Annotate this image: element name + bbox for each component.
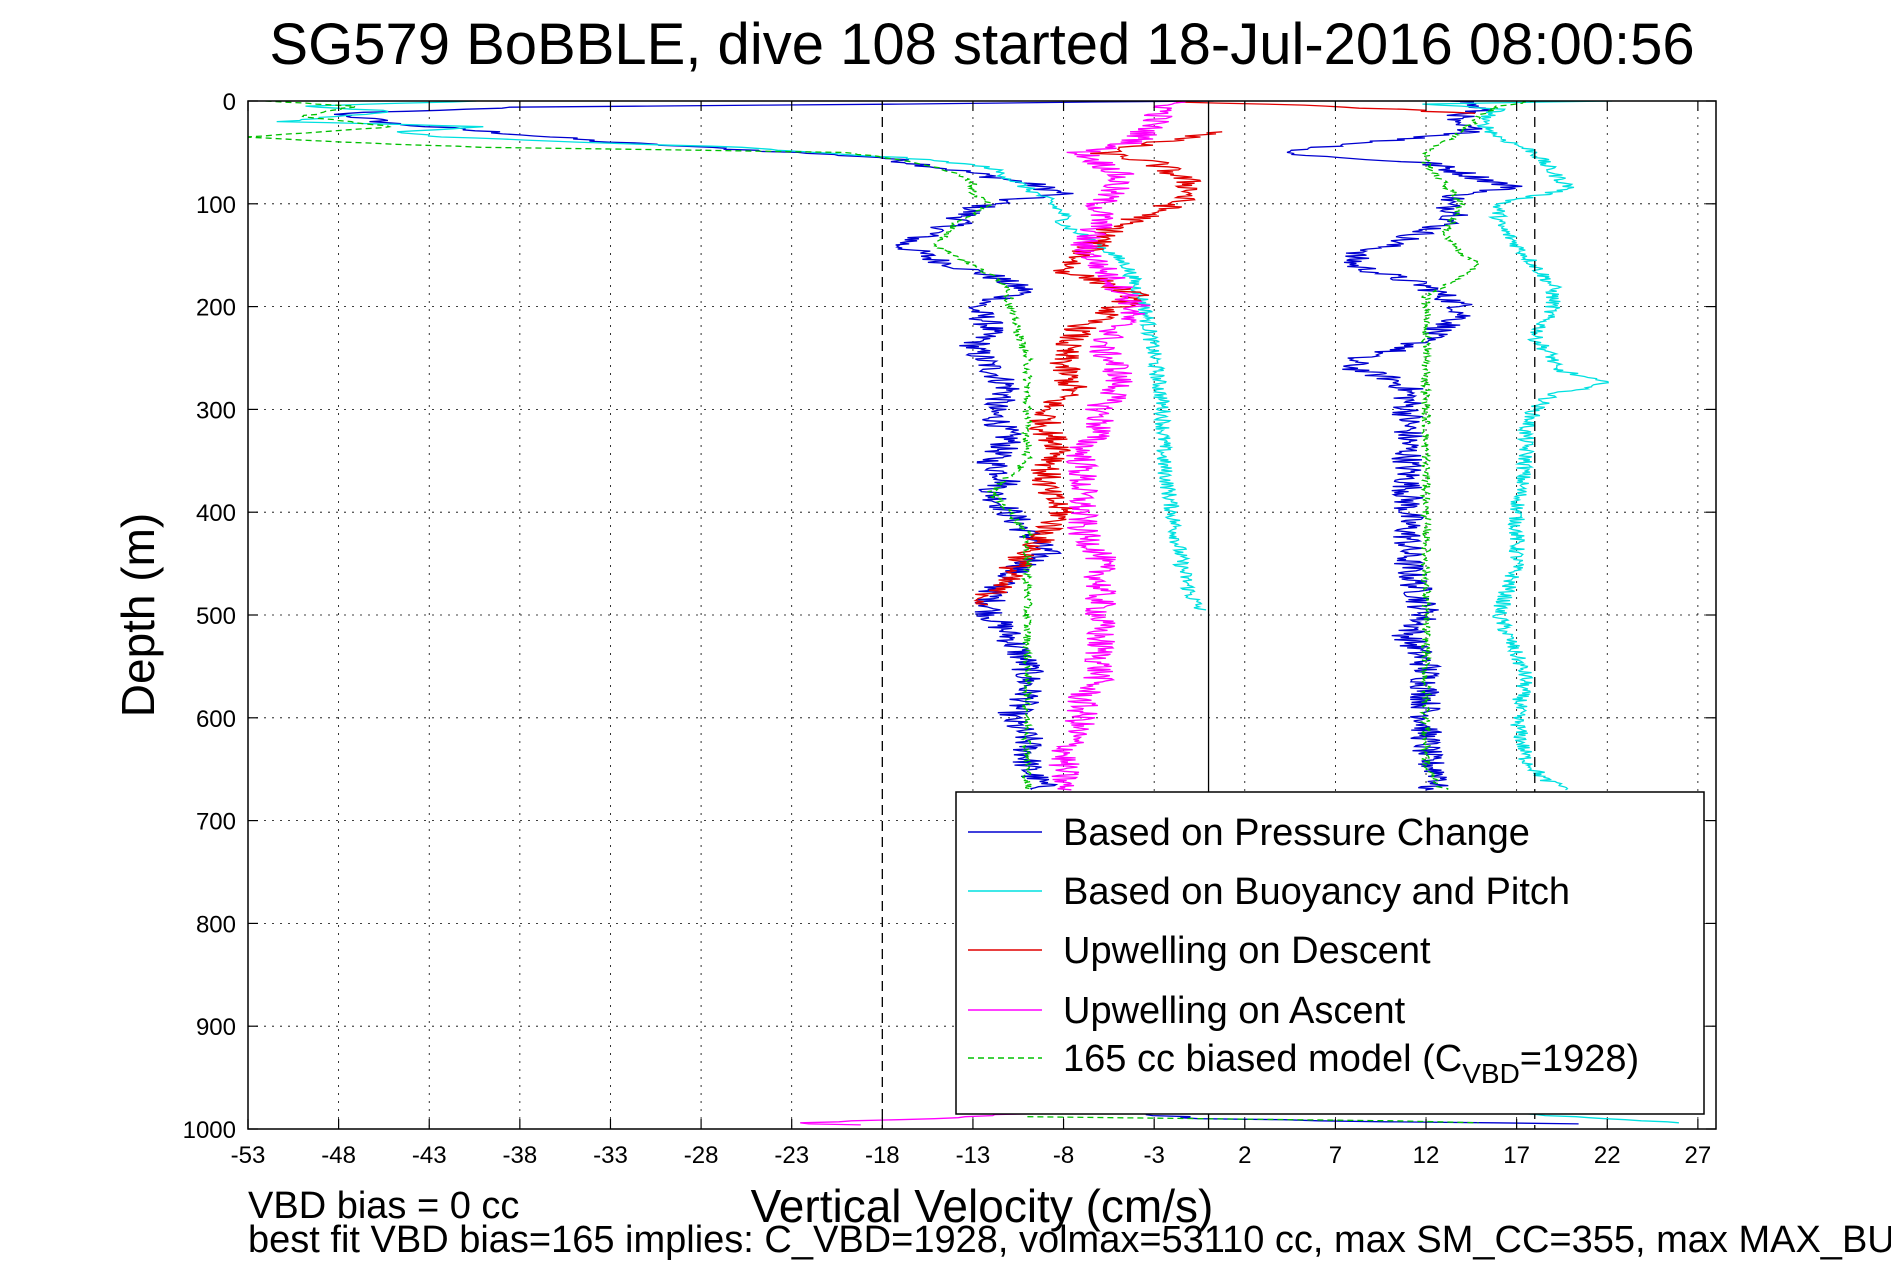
x-tick-label: -38 (503, 1142, 538, 1169)
x-tick-label: 22 (1594, 1142, 1621, 1169)
y-tick-label: 700 (196, 809, 236, 836)
legend-label-text: Upwelling on Descent (1063, 930, 1431, 972)
legend-label: Upwelling on Ascent (1063, 990, 1406, 1032)
series-line-2-1 (973, 131, 1223, 606)
x-tick-label: 7 (1329, 1142, 1342, 1169)
chart-title: SG579 BoBBLE, dive 108 started 18-Jul-20… (269, 12, 1694, 77)
legend-label-text: Based on Buoyancy and Pitch (1063, 871, 1570, 913)
series-line-0-0 (333, 101, 1214, 791)
legend-label-subscript: VBD (1462, 1058, 1520, 1089)
series-line-1-2 (1523, 1112, 1679, 1124)
y-tick-label: 800 (196, 911, 236, 938)
x-tick-label: -3 (1144, 1142, 1165, 1169)
y-tick-label: 100 (196, 192, 236, 219)
legend-label: 165 cc biased model (CVBD=1928) (1063, 1038, 1639, 1089)
legend-label-text: 165 cc biased model (C (1063, 1038, 1462, 1080)
y-tick-label: 200 (196, 295, 236, 322)
y-tick-label: 400 (196, 500, 236, 527)
legend-label-tail: =1928) (1520, 1038, 1639, 1080)
series-line-0-1 (1286, 101, 1523, 791)
x-tick-label: -23 (774, 1142, 809, 1169)
series-line-1-0 (276, 101, 1207, 611)
series-line-1-1 (1422, 101, 1613, 791)
y-tick-label: 900 (196, 1014, 236, 1041)
y-tick-label: 0 (223, 89, 236, 116)
series-line-3-0 (1048, 101, 1187, 791)
x-tick-label: 27 (1685, 1142, 1712, 1169)
y-axis-label: Depth (m) (112, 513, 164, 717)
x-tick-label: -48 (321, 1142, 356, 1169)
vbd-bias-note: VBD bias = 0 cc (248, 1185, 519, 1227)
y-tick-label: 600 (196, 706, 236, 733)
legend-label: Based on Buoyancy and Pitch (1063, 871, 1570, 913)
x-tick-label: -13 (956, 1142, 991, 1169)
legend-box (955, 791, 1705, 1115)
x-tick-label: -18 (865, 1142, 900, 1169)
x-tick-label: -43 (412, 1142, 447, 1169)
series-line-2-0 (1175, 101, 1476, 114)
series-line-4-2 (1027, 1116, 1479, 1124)
legend-label: Based on Pressure Change (1063, 812, 1530, 854)
x-tick-label: 17 (1503, 1142, 1530, 1169)
y-tick-label: 500 (196, 603, 236, 630)
axis-ticks: -53 -48 -43 -38 -33 -28 -23 -18 -13 -8 -3 2 7 12 17 22 2… (183, 89, 1716, 1169)
x-tick-label: 2 (1238, 1142, 1251, 1169)
x-tick-label: -28 (684, 1142, 719, 1169)
best-fit-note: best fit VBD bias=165 implies: C_VBD=192… (248, 1219, 1891, 1261)
series-line-3-1 (800, 1112, 1043, 1126)
y-tick-label: 1000 (183, 1117, 236, 1144)
legend-label: Upwelling on Descent (1063, 930, 1431, 972)
legend-label-text: Based on Pressure Change (1063, 812, 1530, 854)
legend-label-text: Upwelling on Ascent (1063, 990, 1406, 1032)
x-tick-label: 12 (1413, 1142, 1440, 1169)
series-layer (248, 101, 1679, 1126)
y-tick-label: 300 (196, 397, 236, 424)
series-line-4-0 (248, 101, 1035, 791)
x-tick-label: -53 (231, 1142, 266, 1169)
x-axis-label: Vertical Velocity (cm/s) (751, 1180, 1214, 1232)
legend: Based on Pressure Change Based on Buoyanc… (955, 791, 1705, 1115)
x-tick-label: -33 (593, 1142, 628, 1169)
x-tick-label: -8 (1053, 1142, 1074, 1169)
